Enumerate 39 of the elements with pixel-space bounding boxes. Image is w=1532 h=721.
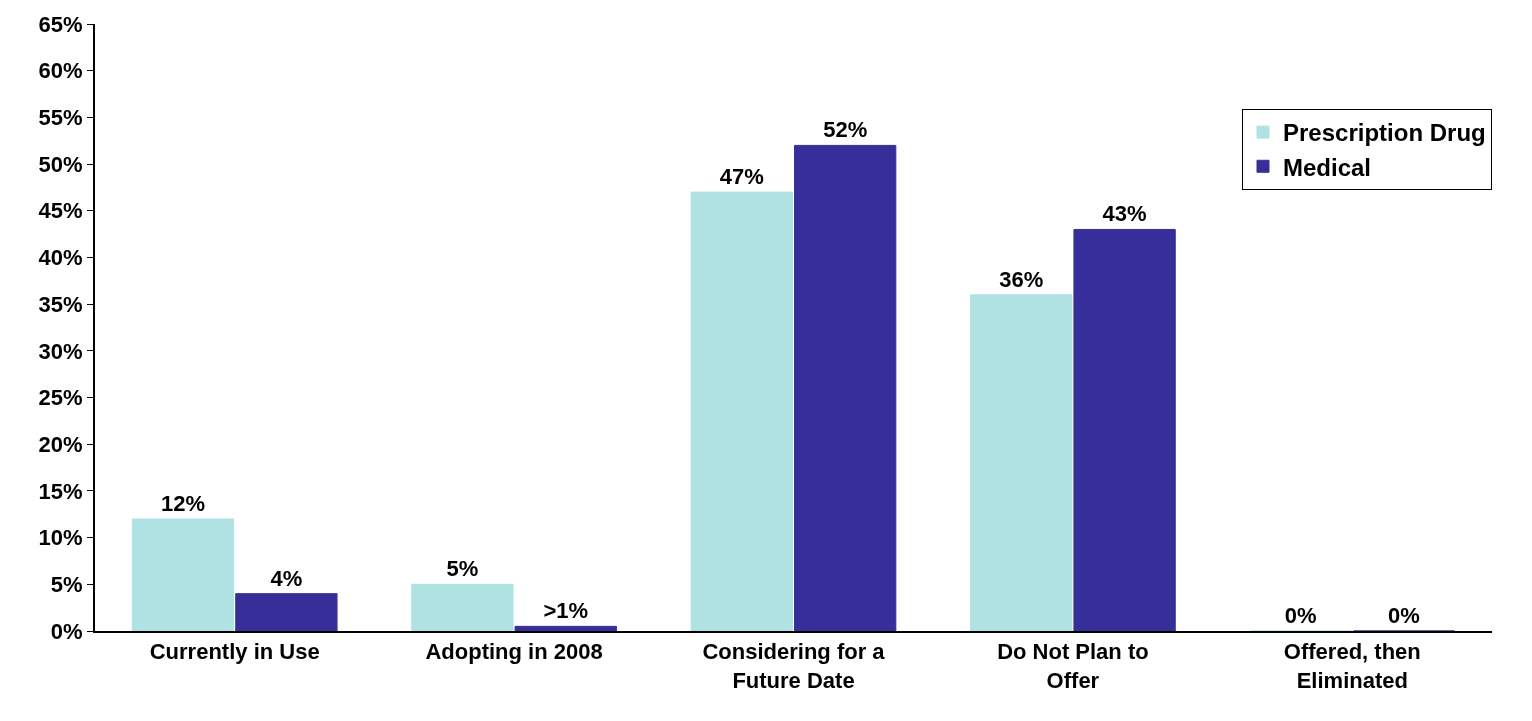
bar	[514, 625, 617, 631]
y-tick-label: 10%	[38, 525, 83, 551]
bar	[1073, 228, 1176, 631]
y-tick-label: 20%	[38, 431, 83, 457]
y-tick-label: 65%	[38, 11, 83, 37]
data-label: 47%	[719, 164, 764, 190]
data-label: 5%	[446, 556, 479, 582]
data-label: 12%	[160, 490, 206, 516]
data-label: 36%	[999, 266, 1044, 292]
bar	[411, 583, 514, 631]
bar	[235, 593, 338, 631]
y-tick-label: 60%	[38, 58, 83, 84]
y-tick-label: 25%	[38, 385, 83, 411]
y-tick-label: 30%	[38, 338, 83, 364]
y-tick-label: 5%	[50, 572, 83, 598]
y-tick-label: 35%	[38, 291, 83, 317]
bar	[794, 144, 897, 631]
y-tick-label: 45%	[38, 198, 83, 224]
x-tick-label: Do Not Plan to Offer	[997, 639, 1149, 693]
y-tick-label: 15%	[38, 478, 83, 504]
data-label: 43%	[1102, 201, 1147, 227]
x-tick-label: Currently in Use	[149, 639, 320, 665]
x-tick-label: Adopting in 2008	[425, 639, 603, 665]
bar	[690, 191, 793, 631]
y-tick-label: 50%	[38, 151, 83, 177]
legend-label: Medical	[1283, 153, 1372, 181]
bar	[131, 518, 235, 631]
y-tick-label: 55%	[38, 105, 83, 131]
x-tick-label: Considering for a Future Date	[702, 639, 886, 693]
data-label: 4%	[270, 565, 303, 591]
y-tick-label: 40%	[38, 245, 83, 271]
bar	[970, 294, 1073, 631]
data-label: 0%	[1284, 603, 1317, 628]
data-label: >1%	[543, 598, 589, 624]
data-label: 52%	[823, 117, 868, 143]
y-tick-label: 0%	[50, 618, 83, 644]
legend-label: Prescription Drug	[1283, 119, 1486, 147]
data-label: 0%	[1388, 603, 1420, 628]
x-tick-label: Offered, then Eliminated	[1283, 639, 1421, 693]
